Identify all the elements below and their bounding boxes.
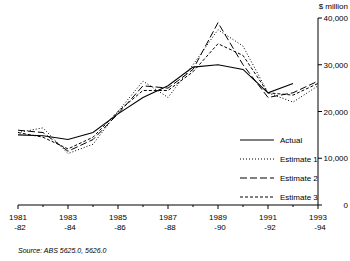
x-tick bbox=[68, 205, 69, 209]
legend-swatch bbox=[240, 178, 274, 179]
y-tick bbox=[318, 205, 322, 206]
x-tick bbox=[143, 205, 144, 207]
x-tick-label-line: 1985 bbox=[109, 213, 127, 222]
x-tick bbox=[193, 205, 194, 207]
x-tick-label-line: 1983 bbox=[59, 213, 77, 222]
legend-swatch bbox=[240, 197, 274, 198]
x-tick bbox=[168, 205, 169, 209]
series-line bbox=[18, 44, 318, 149]
x-tick-label-line: -84 bbox=[64, 223, 76, 232]
legend-label: Actual bbox=[280, 136, 302, 145]
x-tick-label-line: 1993 bbox=[309, 213, 327, 222]
y-tick bbox=[318, 18, 322, 19]
series-line bbox=[18, 65, 293, 140]
x-tick-label-line: 1987 bbox=[159, 213, 177, 222]
legend-swatch bbox=[240, 159, 274, 160]
x-tick-label-line: -82 bbox=[14, 223, 26, 232]
x-tick bbox=[243, 205, 244, 207]
y-tick-label: 30,000 bbox=[324, 61, 349, 70]
x-tick-label: 1989-90 bbox=[209, 213, 227, 232]
x-tick bbox=[93, 205, 94, 207]
x-tick bbox=[18, 205, 19, 209]
x-tick-label-line: -88 bbox=[164, 223, 176, 232]
x-tick bbox=[118, 205, 119, 209]
x-tick-label-line: 1981 bbox=[9, 213, 27, 222]
x-tick-label-line: 1991 bbox=[259, 213, 277, 222]
y-tick-label: 40,000 bbox=[324, 14, 349, 23]
legend-label: Estimate 2 bbox=[280, 174, 318, 183]
x-tick bbox=[43, 205, 44, 207]
x-tick-label-line: -92 bbox=[264, 223, 276, 232]
y-tick bbox=[318, 158, 322, 159]
x-tick bbox=[268, 205, 269, 209]
y-tick-label: 0 bbox=[344, 201, 349, 210]
x-tick-label-line: 1989 bbox=[209, 213, 227, 222]
x-tick-label-line: -94 bbox=[314, 223, 326, 232]
x-tick-label: 1983-84 bbox=[59, 213, 77, 232]
x-tick bbox=[293, 205, 294, 207]
x-tick bbox=[218, 205, 219, 209]
legend-label: Estimate 3 bbox=[280, 193, 318, 202]
series-line bbox=[18, 30, 318, 154]
x-tick-label: 1981-82 bbox=[9, 213, 27, 232]
x-tick-label: 1991-92 bbox=[259, 213, 277, 232]
plot-area bbox=[18, 23, 318, 154]
x-tick-label-line: -86 bbox=[114, 223, 126, 232]
x-tick bbox=[318, 205, 319, 209]
y-tick bbox=[318, 111, 322, 112]
y-tick-label: 20,000 bbox=[324, 108, 349, 117]
legend-label: Estimate 1 bbox=[280, 155, 318, 164]
y-axis-label: $ million bbox=[319, 2, 348, 11]
series-line bbox=[18, 23, 318, 152]
x-tick-label: 1987-88 bbox=[159, 213, 177, 232]
y-tick-label: 10,000 bbox=[324, 154, 349, 163]
x-tick-label-line: -90 bbox=[214, 223, 226, 232]
y-tick bbox=[318, 64, 322, 65]
x-tick-label: 1993-94 bbox=[309, 213, 327, 232]
chart: 010,00020,00030,00040,000$ million1981-8… bbox=[0, 0, 350, 261]
source: Source: ABS 5625.0, 5626.0 bbox=[18, 247, 107, 254]
legend-swatch bbox=[240, 140, 274, 141]
x-tick-label: 1985-86 bbox=[109, 213, 127, 232]
